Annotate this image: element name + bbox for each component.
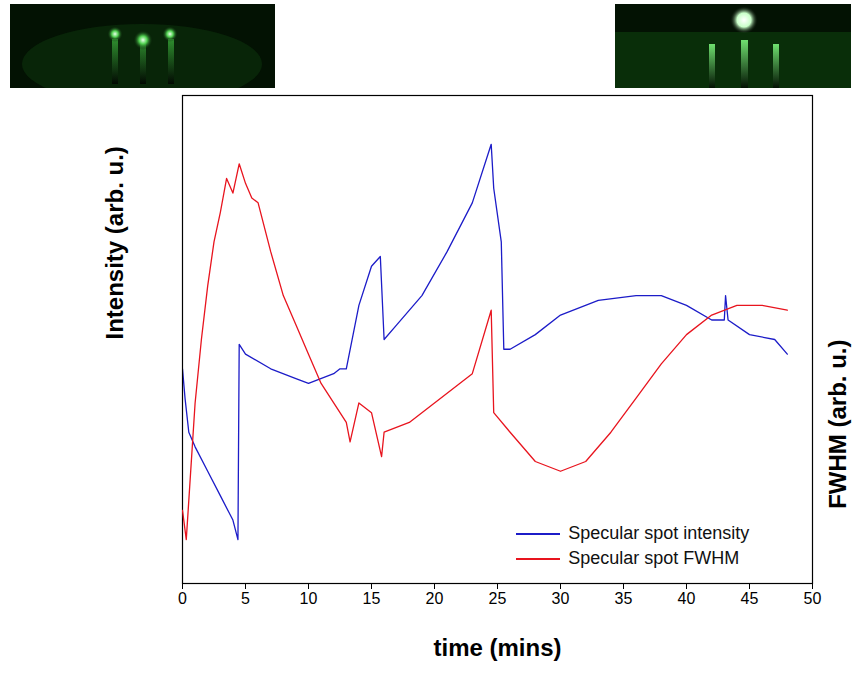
svg-text:time (mins): time (mins) xyxy=(433,634,561,661)
svg-text:15: 15 xyxy=(363,590,381,607)
svg-text:45: 45 xyxy=(741,590,759,607)
svg-text:50: 50 xyxy=(804,590,822,607)
svg-text:10: 10 xyxy=(300,590,318,607)
svg-text:0: 0 xyxy=(178,590,187,607)
svg-text:25: 25 xyxy=(489,590,507,607)
svg-text:35: 35 xyxy=(615,590,633,607)
svg-text:Intensity (arb. u.): Intensity (arb. u.) xyxy=(101,146,128,339)
html-text:Specular spot intensity: Specular spot intensity xyxy=(568,523,750,543)
svg-text:20: 20 xyxy=(426,590,444,607)
svg-text:5: 5 xyxy=(241,590,250,607)
svg-text:40: 40 xyxy=(678,590,696,607)
svg-text:30: 30 xyxy=(552,590,570,607)
html-text:Specular spot FWHM: Specular spot FWHM xyxy=(568,548,740,568)
svg-text:FWHM (arb. u.): FWHM (arb. u.) xyxy=(824,340,851,509)
